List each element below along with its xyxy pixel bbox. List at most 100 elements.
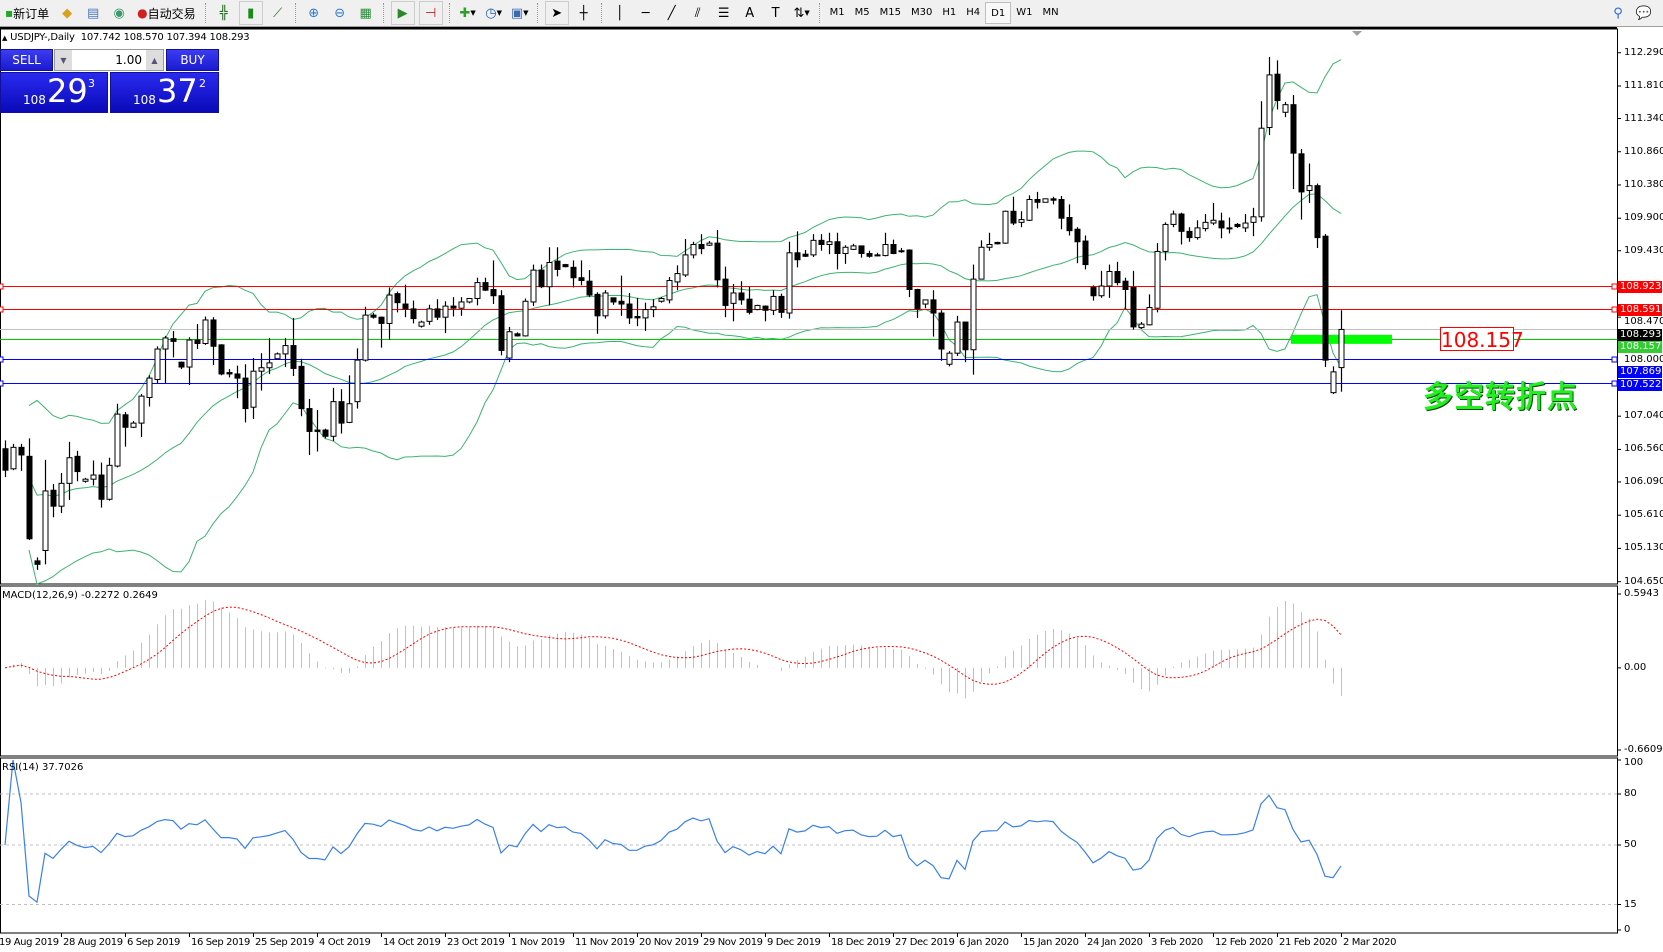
- line-anchor-handle: [0, 306, 4, 313]
- line-chart-button[interactable]: ⟋: [267, 2, 289, 24]
- timeframe-m1[interactable]: M1: [829, 6, 845, 18]
- lot-decrease-button[interactable]: ▼: [55, 50, 72, 70]
- periods-button[interactable]: ◷ ▼: [483, 2, 505, 24]
- candle-body: [1162, 223, 1169, 252]
- fibonacci-button[interactable]: ☰: [713, 2, 735, 24]
- cursor-icon: ➤: [551, 5, 563, 21]
- tile-windows-button[interactable]: ▦: [355, 2, 377, 24]
- candle-body: [1114, 271, 1121, 284]
- toolbar-separator: [818, 3, 821, 23]
- candle-body: [1002, 210, 1009, 244]
- candle-body: [298, 365, 305, 410]
- signals-button[interactable]: ◉: [108, 2, 130, 24]
- candle-body: [66, 457, 73, 484]
- candle-body: [34, 560, 41, 565]
- candlestick-chart-button[interactable]: ▮: [238, 1, 263, 25]
- candle-body: [50, 489, 57, 507]
- zoom-out-button[interactable]: ⊖: [329, 2, 351, 24]
- auto-trading-button[interactable]: ● 自动交易: [134, 2, 199, 24]
- candle-body: [770, 295, 777, 311]
- candle-body: [282, 345, 289, 355]
- timeframe-m30[interactable]: M30: [911, 6, 933, 18]
- text-label-button[interactable]: T: [765, 2, 787, 24]
- templates-button[interactable]: ▣ ▼: [509, 2, 531, 24]
- candle-body: [866, 253, 873, 257]
- candle-body: [1106, 271, 1113, 287]
- line-anchor-handle: [0, 356, 4, 363]
- candle-body: [370, 314, 377, 318]
- candle-body: [42, 490, 49, 551]
- lot-size-value[interactable]: 1.00: [115, 53, 142, 67]
- candle-body: [242, 377, 249, 410]
- sell-price-prefix: 108: [23, 93, 46, 107]
- history-center-button[interactable]: ◆: [56, 2, 78, 24]
- candle-body: [498, 295, 505, 351]
- candle-body: [2, 448, 9, 471]
- market-watch-button[interactable]: ▤: [82, 2, 104, 24]
- fibonacci-icon: ☰: [717, 5, 730, 21]
- zoom-in-button[interactable]: ⊕: [303, 2, 325, 24]
- lot-size-field[interactable]: ▼ 1.00 ▲: [54, 49, 164, 71]
- timeframe-w1[interactable]: W1: [1016, 6, 1033, 18]
- candle-body: [554, 260, 561, 270]
- candle-body: [946, 352, 953, 365]
- search-button[interactable]: ⚲: [1607, 2, 1629, 24]
- crosshair-button[interactable]: ┼: [573, 2, 595, 24]
- buy-price-prefix: 108: [133, 93, 156, 107]
- candle-body: [106, 464, 113, 500]
- buy-price[interactable]: 108 37 2: [110, 72, 219, 113]
- timeframe-d1[interactable]: D1: [985, 2, 1012, 24]
- chat-button[interactable]: 💬: [1633, 2, 1655, 24]
- indicators-button[interactable]: ✚ ▼: [457, 2, 479, 24]
- crosshair-icon: ┼: [579, 5, 588, 21]
- chart-autoscroll-button[interactable]: ▶: [390, 1, 415, 25]
- timeframe-h4[interactable]: H4: [966, 6, 981, 18]
- timeframe-mn[interactable]: MN: [1042, 6, 1059, 18]
- timeframe-m5[interactable]: M5: [854, 6, 870, 18]
- sell-button[interactable]: SELL: [0, 49, 53, 71]
- cursor-button[interactable]: ➤: [544, 1, 569, 25]
- price-annotation-label[interactable]: 108.157: [1440, 327, 1524, 352]
- candle-body: [826, 241, 833, 246]
- candle-body: [194, 339, 201, 345]
- candle-body: [1258, 127, 1265, 218]
- date-axis-label: 19 Aug 2019: [0, 937, 59, 948]
- text-button[interactable]: A: [739, 2, 761, 24]
- horizontal-line-icon: ─: [641, 5, 650, 21]
- history-center-icon: ◆: [62, 5, 73, 21]
- price-axis-label: 110.380: [1624, 178, 1663, 190]
- new-order-button[interactable]: ▪ 新订单: [2, 2, 52, 24]
- candle-body: [426, 308, 433, 322]
- candle-body: [1234, 223, 1241, 228]
- lot-increase-button[interactable]: ▲: [146, 50, 163, 70]
- line-anchor-handle: [1611, 356, 1618, 363]
- rsi-axis-label: 0: [1624, 924, 1631, 935]
- sell-price[interactable]: 108 29 3: [0, 72, 108, 113]
- candle-body: [922, 299, 929, 305]
- candle-body: [490, 289, 497, 297]
- rsi-title: RSI(14) 37.7026: [2, 762, 84, 773]
- candle-body: [882, 244, 889, 257]
- bar-chart-button[interactable]: ╬: [213, 2, 235, 24]
- turning-point-annotation[interactable]: 多空转折点: [1423, 380, 1578, 415]
- buy-button[interactable]: BUY: [166, 49, 219, 71]
- equidistant-channel-button[interactable]: ⫽: [687, 2, 709, 24]
- macd-axis-label: 0.5943: [1624, 588, 1659, 600]
- chart-shift-marker-icon: [1352, 31, 1362, 36]
- new-order-label: 新订单: [13, 6, 50, 21]
- dropdown-arrow-icon: ▼: [470, 9, 476, 17]
- candle-body: [546, 262, 553, 288]
- collapse-triangle-icon[interactable]: ▲: [2, 34, 8, 42]
- trendline-button[interactable]: ╱: [661, 2, 683, 24]
- arrows-button[interactable]: ⇅ ▼: [791, 2, 813, 24]
- line-anchor-handle: [1611, 283, 1618, 290]
- price-axis-label: 109.430: [1624, 244, 1663, 256]
- timeframe-m15[interactable]: M15: [879, 6, 902, 18]
- toolbar-separator: [536, 3, 539, 23]
- horizontal-line-button[interactable]: ─: [635, 2, 657, 24]
- chart-shift-button[interactable]: ⊣: [418, 1, 443, 25]
- timeframe-h1[interactable]: H1: [942, 6, 957, 18]
- vertical-line-button[interactable]: │: [609, 2, 631, 24]
- dropdown-arrow-icon: ▼: [496, 9, 503, 17]
